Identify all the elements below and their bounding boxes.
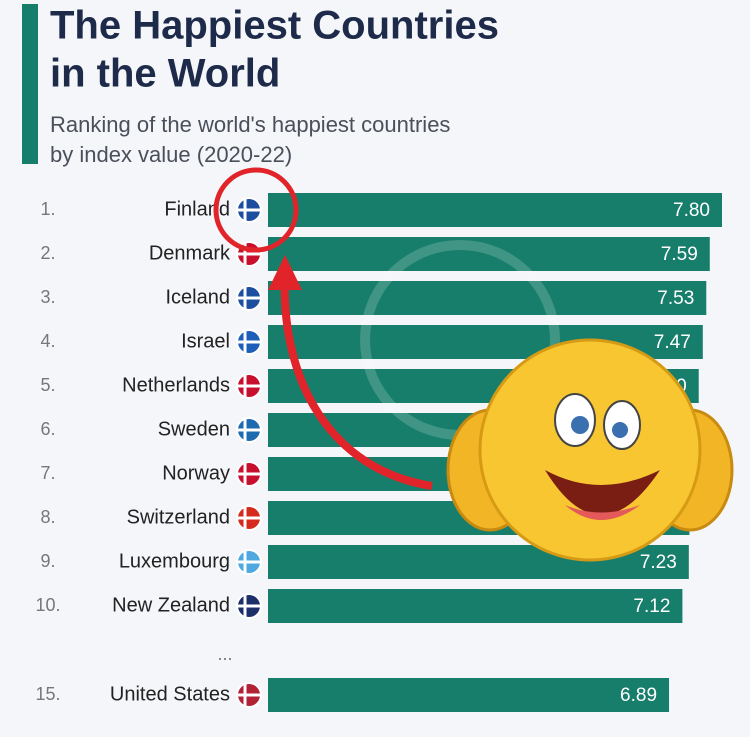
rank: 10. — [35, 595, 60, 615]
flag-cross — [237, 683, 261, 707]
rank: 5. — [40, 375, 55, 395]
flag-cross — [237, 330, 261, 354]
subtitle: Ranking of the world's happiest countrie… — [50, 112, 450, 137]
value-label: 6.89 — [620, 685, 657, 706]
rank: 4. — [40, 331, 55, 351]
country-label: United States — [110, 683, 230, 705]
accent-bar — [22, 4, 38, 164]
chart-title: in the World — [50, 52, 280, 96]
value-label: 7.47 — [654, 332, 691, 353]
flag-cross — [237, 286, 261, 310]
country-label: Finland — [164, 198, 230, 220]
rank: 8. — [40, 507, 55, 527]
country-label: Switzerland — [127, 506, 230, 528]
value-label: 7.23 — [640, 552, 677, 573]
flag-cross — [237, 462, 261, 486]
bar — [268, 589, 683, 623]
flag-cross — [237, 594, 261, 618]
flag-cross — [237, 374, 261, 398]
subtitle: by index value (2020-22) — [50, 142, 292, 167]
arrow-head — [268, 255, 302, 290]
bar — [268, 237, 710, 271]
value-label: 7.12 — [633, 596, 670, 617]
value-label: 7.59 — [661, 244, 698, 265]
flag-cross — [237, 550, 261, 574]
arrow — [280, 271, 433, 490]
bar — [268, 678, 670, 712]
bar — [268, 193, 722, 227]
country-label: Norway — [162, 462, 230, 484]
bar — [268, 281, 707, 315]
gap-marker: ... — [217, 644, 232, 664]
rank: 1. — [40, 199, 55, 219]
country-label: Luxembourg — [119, 550, 230, 572]
value-label: 7.53 — [657, 288, 694, 309]
emoji — [446, 338, 734, 562]
rank: 9. — [40, 551, 55, 571]
rank: 3. — [40, 287, 55, 307]
country-label: Denmark — [149, 242, 231, 264]
country-label: Israel — [181, 330, 230, 352]
country-label: Netherlands — [122, 374, 230, 396]
flag-cross — [237, 198, 261, 222]
country-label: New Zealand — [112, 594, 230, 616]
flag-cross — [237, 506, 261, 530]
rank: 6. — [40, 419, 55, 439]
flag-cross — [237, 418, 261, 442]
highlight-circle — [213, 167, 299, 253]
rank: 7. — [40, 463, 55, 483]
country-label: Sweden — [158, 418, 230, 440]
country-label: Iceland — [166, 286, 231, 308]
rank: 2. — [40, 243, 55, 263]
chart-title: The Happiest Countries — [50, 4, 499, 48]
rank: 15. — [35, 684, 60, 704]
value-label: 7.80 — [673, 200, 710, 221]
